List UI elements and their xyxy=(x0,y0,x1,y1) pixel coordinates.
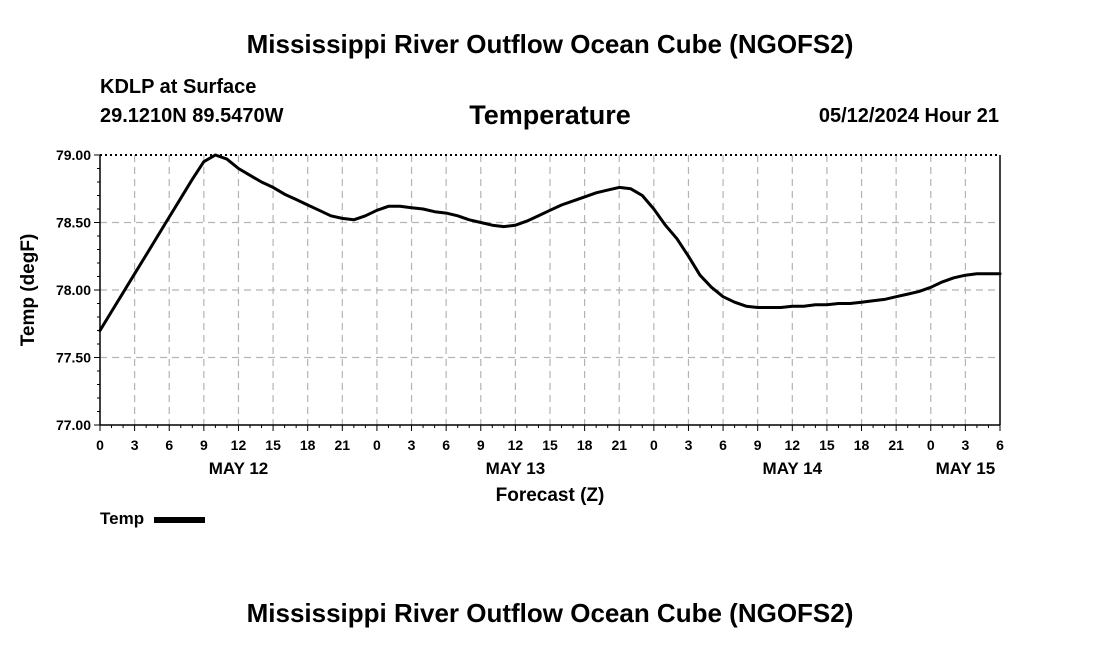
series-line-temp xyxy=(98,153,1002,332)
x-tick-label: 12 xyxy=(508,437,524,453)
x-tick-label: 18 xyxy=(854,437,870,453)
x-tick-label: 21 xyxy=(611,437,627,453)
y-tick-label: 79.00 xyxy=(56,147,91,163)
x-tick-label: 6 xyxy=(719,437,727,453)
x-tick-label: 3 xyxy=(408,437,416,453)
x-tick-label: 9 xyxy=(754,437,762,453)
legend-label: Temp xyxy=(100,509,145,528)
datetime-label: 05/12/2024 Hour 21 xyxy=(818,105,999,127)
footer-title: Mississippi River Outflow Ocean Cube (NG… xyxy=(246,598,854,628)
x-tick-label: 3 xyxy=(131,437,139,453)
chart-title: Mississippi River Outflow Ocean Cube (NG… xyxy=(246,29,854,59)
x-tick-label: 21 xyxy=(335,437,351,453)
series xyxy=(98,153,1002,332)
x-tick-label: 0 xyxy=(650,437,658,453)
x-tick-label: 12 xyxy=(231,437,247,453)
x-tick-label: 0 xyxy=(96,437,104,453)
x-tick-label: 6 xyxy=(996,437,1004,453)
x-tick-label: 0 xyxy=(927,437,935,453)
x-tick-label: 0 xyxy=(373,437,381,453)
y-tick-label: 77.00 xyxy=(56,417,91,433)
axes xyxy=(94,154,1001,431)
axis-labels: 0 3 6 9 12 15 18 21 0 3 6 9 12 15 18 21 0 3 6 9 12 15 18 21 0 3 6 7… xyxy=(18,147,1004,506)
x-tick-label: 6 xyxy=(442,437,450,453)
x-tick-label: 21 xyxy=(888,437,904,453)
x-tick-label: 3 xyxy=(961,437,969,453)
legend-line-swatch xyxy=(154,517,206,523)
date-label: MAY 14 xyxy=(763,459,823,478)
x-tick-label: 15 xyxy=(819,437,835,453)
legend: Temp xyxy=(100,509,206,529)
x-tick-label: 18 xyxy=(300,437,316,453)
y-axis-title: Temp (degF) xyxy=(18,234,39,347)
y-tick-label: 77.50 xyxy=(56,350,91,366)
date-label: MAY 12 xyxy=(209,459,269,478)
station-label: KDLP at Surface xyxy=(100,76,257,98)
variable-label: Temperature xyxy=(469,100,631,130)
x-tick-label: 6 xyxy=(165,437,173,453)
x-tick-label: 15 xyxy=(265,437,281,453)
grid xyxy=(100,155,1000,425)
x-axis-title: Forecast (Z) xyxy=(496,485,605,506)
x-tick-label: 9 xyxy=(200,437,208,453)
y-tick-label: 78.50 xyxy=(56,215,91,231)
x-tick-label: 3 xyxy=(685,437,693,453)
y-tick-label: 78.00 xyxy=(56,282,91,298)
date-label: MAY 15 xyxy=(936,459,996,478)
x-tick-label: 15 xyxy=(542,437,558,453)
x-tick-label: 9 xyxy=(477,437,485,453)
date-label: MAY 13 xyxy=(486,459,546,478)
x-tick-label: 12 xyxy=(785,437,801,453)
x-tick-label: 18 xyxy=(577,437,593,453)
coordinates-label: 29.1210N 89.5470W xyxy=(100,105,284,127)
